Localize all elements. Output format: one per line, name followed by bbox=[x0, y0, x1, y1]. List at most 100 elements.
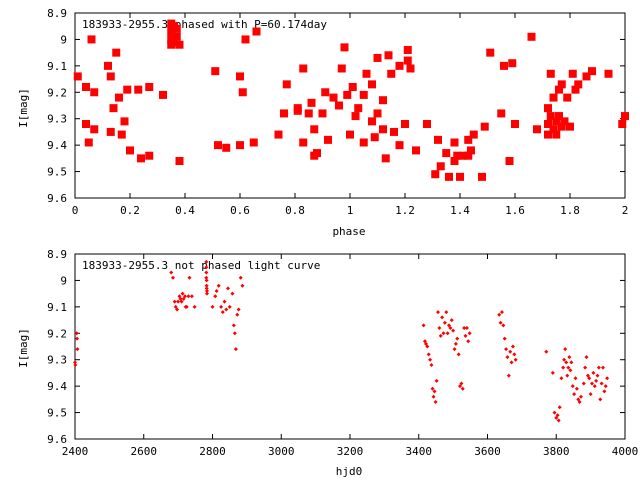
phased-data-point bbox=[346, 130, 354, 139]
unphased-y-tick-label: 9.1 bbox=[47, 301, 67, 314]
phased-data-point bbox=[175, 40, 184, 49]
phased-data-point bbox=[544, 120, 552, 128]
phased-data-point bbox=[571, 85, 580, 94]
unphased-data-point bbox=[544, 349, 549, 354]
phased-x-tick-label: 1.4 bbox=[450, 204, 470, 217]
unphased-data-point bbox=[442, 320, 447, 325]
unphased-data-point bbox=[603, 384, 608, 389]
unphased-data-point bbox=[601, 365, 605, 370]
phased-data-point bbox=[505, 157, 514, 165]
phased-data-point bbox=[167, 27, 176, 36]
unphased-data-point bbox=[552, 410, 557, 415]
unphased-data-point bbox=[453, 341, 458, 346]
unphased-data-point bbox=[598, 397, 603, 402]
unphased-data-point bbox=[462, 326, 467, 330]
unphased-data-point bbox=[445, 331, 450, 336]
unphased-data-point bbox=[573, 376, 578, 381]
phased-data-point bbox=[82, 120, 90, 128]
phased-data-point bbox=[222, 143, 231, 152]
phased-data-point bbox=[293, 106, 302, 115]
unphased-data-point bbox=[583, 365, 588, 370]
unphased-data-point bbox=[502, 336, 507, 341]
phased-y-tick-label: 9.4 bbox=[47, 139, 67, 152]
unphased-x-tick-label: 3800 bbox=[543, 445, 570, 458]
unphased-data-point bbox=[204, 265, 209, 270]
phased-data-point bbox=[211, 67, 220, 76]
phased-y-tick-label: 9.1 bbox=[47, 60, 67, 73]
phased-data-point bbox=[120, 117, 129, 126]
unphased-data-point bbox=[591, 370, 596, 375]
phased-data-point bbox=[84, 138, 93, 147]
phased-data-point bbox=[445, 172, 453, 181]
unphased-y-tick-label: 9.4 bbox=[47, 380, 67, 393]
phased-data-point bbox=[406, 64, 415, 73]
unphased-y-tick-label: 8.9 bbox=[47, 248, 67, 261]
phased-data-point bbox=[549, 125, 558, 134]
unphased-x-tick-label: 2400 bbox=[62, 445, 89, 458]
unphased-data-point bbox=[438, 333, 443, 338]
phased-data-point bbox=[544, 130, 552, 139]
unphased-data-point bbox=[204, 283, 209, 288]
unphased-data-point bbox=[587, 376, 592, 381]
unphased-x-tick-label: 4000 bbox=[612, 445, 639, 458]
phased-data-point bbox=[304, 109, 313, 118]
phased-data-point bbox=[329, 93, 338, 102]
phased-y-tick-label: 9.6 bbox=[47, 192, 67, 205]
phased-data-point bbox=[362, 69, 371, 78]
phased-data-point bbox=[478, 172, 486, 181]
unphased-data-point bbox=[505, 355, 510, 360]
unphased-data-point bbox=[421, 323, 426, 328]
unphased-data-point bbox=[204, 278, 209, 283]
unphased-data-point bbox=[75, 336, 80, 341]
unphased-data-point bbox=[179, 299, 184, 304]
unphased-data-point bbox=[181, 296, 186, 301]
phased-data-point bbox=[337, 64, 346, 73]
unphased-data-point bbox=[429, 363, 434, 367]
phased-data-point bbox=[370, 133, 379, 142]
phased-data-point bbox=[280, 109, 288, 118]
phased-data-point bbox=[368, 80, 376, 89]
unphased-data-point bbox=[73, 360, 77, 365]
phased-data-point bbox=[588, 67, 596, 76]
phased-data-point bbox=[566, 122, 574, 131]
unphased-data-point bbox=[565, 373, 570, 378]
unphased-data-point bbox=[588, 392, 593, 397]
phased-data-point bbox=[401, 120, 409, 128]
unphased-data-point bbox=[186, 294, 191, 299]
unphased-data-point bbox=[602, 389, 607, 394]
unphased-data-point bbox=[169, 270, 174, 275]
unphased-data-point bbox=[428, 357, 433, 362]
phased-data-point bbox=[82, 83, 90, 91]
phased-data-point bbox=[618, 120, 627, 128]
phased-data-point bbox=[145, 151, 154, 160]
phased-data-point bbox=[252, 27, 261, 36]
phased-data-point bbox=[214, 141, 222, 150]
phased-y-axis-title: I[mag] bbox=[17, 88, 30, 128]
phased-data-point bbox=[450, 138, 459, 147]
phased-data-point bbox=[480, 122, 489, 131]
phased-data-point bbox=[90, 125, 99, 134]
phased-data-point bbox=[159, 90, 167, 99]
phased-data-point bbox=[549, 93, 558, 102]
unphased-data-point bbox=[513, 357, 518, 362]
unphased-data-point bbox=[437, 326, 442, 330]
phased-plot-frame bbox=[74, 12, 626, 199]
unphased-data-point bbox=[584, 355, 589, 360]
phased-x-axis-title: phase bbox=[332, 225, 365, 238]
phased-data-point bbox=[390, 127, 398, 136]
phased-data-point bbox=[500, 61, 508, 70]
unphased-data-point bbox=[176, 299, 181, 304]
phased-data-point bbox=[621, 112, 629, 121]
phased-data-point bbox=[145, 83, 154, 91]
phased-data-point bbox=[115, 93, 123, 102]
phased-data-point bbox=[381, 154, 390, 163]
phased-data-point bbox=[508, 59, 517, 68]
phased-data-point bbox=[511, 120, 519, 128]
phased-data-point bbox=[274, 130, 283, 139]
unphased-plot-frame bbox=[74, 253, 626, 440]
phased-y-tick-label: 9.3 bbox=[47, 113, 67, 126]
unphased-x-tick-label: 3000 bbox=[268, 445, 295, 458]
unphased-data-point bbox=[564, 360, 569, 365]
unphased-data-point bbox=[434, 378, 439, 383]
